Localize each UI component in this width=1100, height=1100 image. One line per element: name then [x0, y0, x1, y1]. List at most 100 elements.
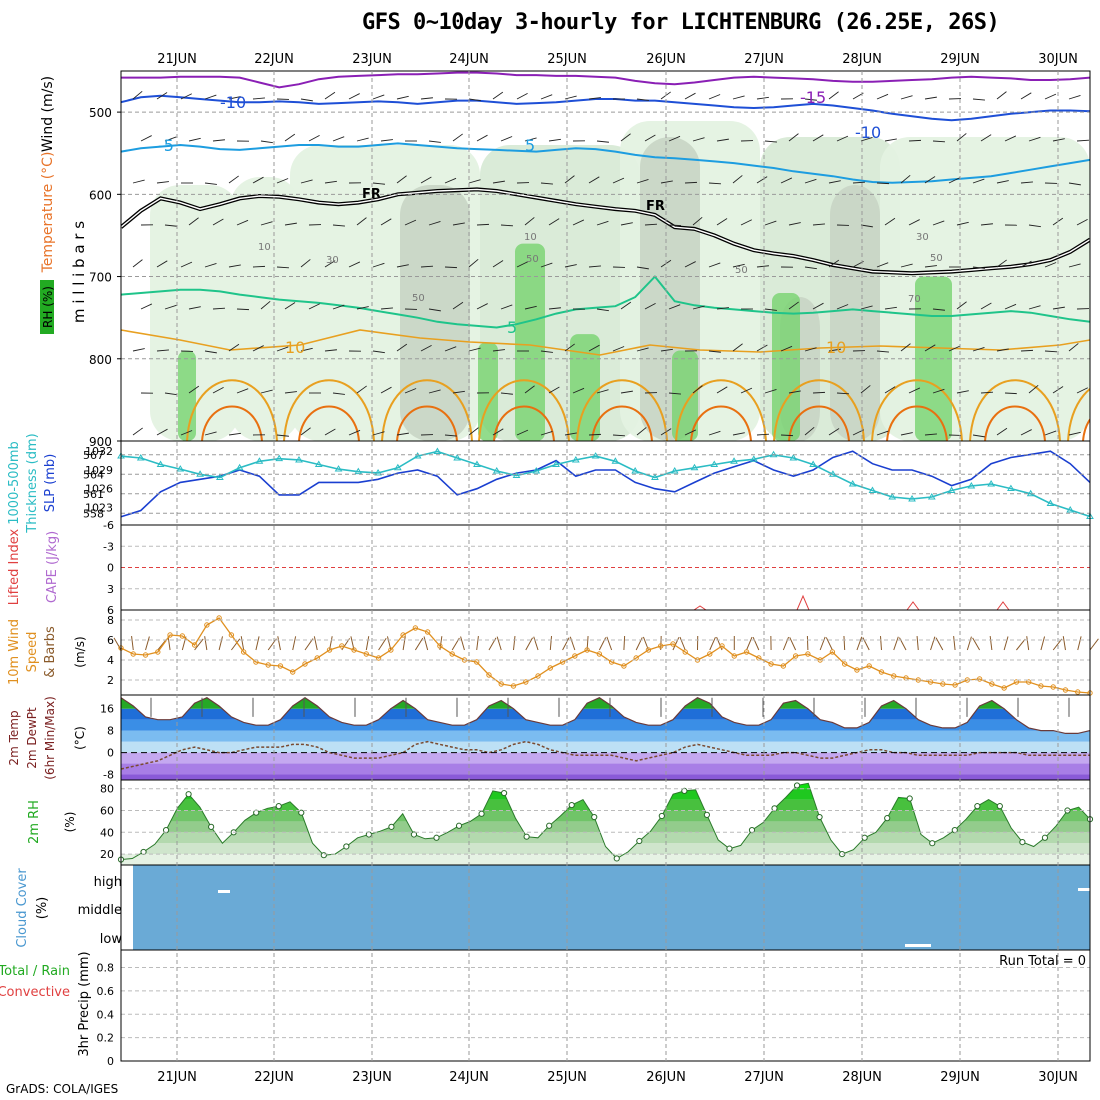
wind-barb: [188, 385, 200, 394]
wind-barb: [194, 638, 204, 651]
thickness-point: [749, 455, 758, 462]
wind-barb: [260, 389, 273, 394]
wind-speed-point: [535, 673, 541, 679]
rh-high-5: [178, 350, 196, 441]
y-tick-label: 8: [107, 725, 114, 738]
thickness-point: [611, 457, 620, 464]
wind-barb: [167, 636, 171, 651]
wind-barb: [1028, 305, 1041, 310]
contour-label: 10: [285, 338, 305, 357]
wind-barb: [1076, 139, 1090, 142]
wind-barb: [540, 94, 553, 100]
thickness-point: [156, 460, 165, 467]
thickness-point: [1007, 484, 1015, 492]
rh-point: [546, 822, 553, 829]
rh-point: [929, 840, 936, 847]
y-tick-label: 700: [89, 271, 112, 285]
wind-barb: [980, 391, 994, 394]
rh-point: [455, 822, 463, 829]
lifted-index-point: [693, 605, 707, 611]
thickness-point: [453, 454, 462, 461]
thickness-point: [532, 467, 541, 474]
wind-barb: [812, 391, 826, 394]
wind-barb: [212, 218, 224, 226]
wind-barb: [972, 347, 985, 352]
wind-barb: [420, 265, 434, 268]
y-tick-label: 6: [107, 634, 114, 647]
wind-barb: [876, 350, 889, 353]
y-tick-label: 0: [107, 1055, 114, 1068]
wind-barb: [908, 139, 922, 142]
wind-barb: [644, 223, 658, 226]
wind-barb: [709, 637, 716, 651]
wind-barb: [156, 181, 169, 184]
wind-barb: [212, 307, 226, 310]
wind-barb: [444, 177, 457, 184]
wind-barb: [324, 260, 336, 268]
wind-barb: [884, 138, 897, 142]
wind-barb: [596, 140, 609, 143]
wind-speed-point: [596, 651, 603, 657]
side-label-10m-wind: 10m Wind: [7, 619, 22, 685]
wind-barb: [569, 636, 576, 651]
wind-barb: [732, 175, 743, 184]
wind-barb: [804, 266, 817, 270]
wind-speed-point: [621, 663, 627, 669]
temp-contour-15-arch: [788, 405, 850, 441]
wind-barb: [924, 433, 937, 436]
wind-barb: [828, 348, 841, 352]
wind-barb: [164, 392, 177, 396]
temp-contour-15-arch: [396, 405, 458, 441]
rh-point: [1041, 834, 1049, 841]
wind-barb: [428, 140, 441, 143]
wind-speed-point: [780, 663, 787, 669]
y-axis-label-millibars: m i l l i b a r s: [70, 221, 88, 323]
wind-barb: [620, 301, 632, 310]
thickness-point: [552, 460, 560, 467]
wind-barb: [948, 177, 960, 184]
wind-barb: [452, 133, 463, 142]
wind-barb: [1004, 303, 1017, 310]
wind-speed-point: [1050, 684, 1056, 690]
wind-barb: [756, 96, 769, 100]
wind-barb: [228, 432, 241, 436]
wind-barb: [372, 262, 385, 268]
wind-barb: [260, 140, 273, 144]
wind-barb: [452, 390, 465, 394]
rh-contour-label: 30: [326, 255, 339, 266]
y-tick-label: 0: [107, 562, 114, 575]
thickness-point: [690, 463, 699, 471]
wind-barb: [1016, 638, 1026, 651]
wind-speed-point: [805, 651, 811, 657]
wind-barb: [880, 635, 882, 651]
rh-point: [861, 834, 868, 841]
thickness-point: [275, 454, 284, 462]
rh-point: [726, 845, 733, 852]
side-label-cloud-unit: (%): [35, 897, 50, 920]
rh-point: [884, 815, 891, 822]
temp-contour-10-arch: [773, 379, 865, 441]
wind-speed-point: [976, 676, 983, 682]
wind-barb: [860, 305, 873, 310]
wind-barb: [540, 431, 553, 436]
date-label-top: 28JUN: [842, 52, 882, 67]
wind-barb: [228, 175, 239, 184]
wind-barb: [1044, 350, 1058, 353]
wind-speed-point: [1013, 679, 1020, 685]
wind-barb: [492, 180, 505, 184]
thickness-point: [492, 467, 501, 474]
wind-barb: [204, 182, 217, 185]
wind-barb: [212, 386, 224, 394]
wind-speed-point: [375, 655, 382, 661]
wind-barb: [228, 264, 241, 268]
y-tick-label-right: 1032: [85, 445, 113, 458]
lifted-index-point: [996, 601, 1010, 611]
wind-barb: [1028, 224, 1041, 228]
thickness-point: [571, 455, 580, 463]
wind-barb: [852, 181, 866, 184]
wind-speed-point: [510, 683, 517, 689]
wind-barb: [380, 307, 393, 310]
y-tick-label: 40: [100, 826, 114, 839]
wind-barb: [836, 135, 849, 142]
wind-barb: [1003, 636, 1009, 651]
